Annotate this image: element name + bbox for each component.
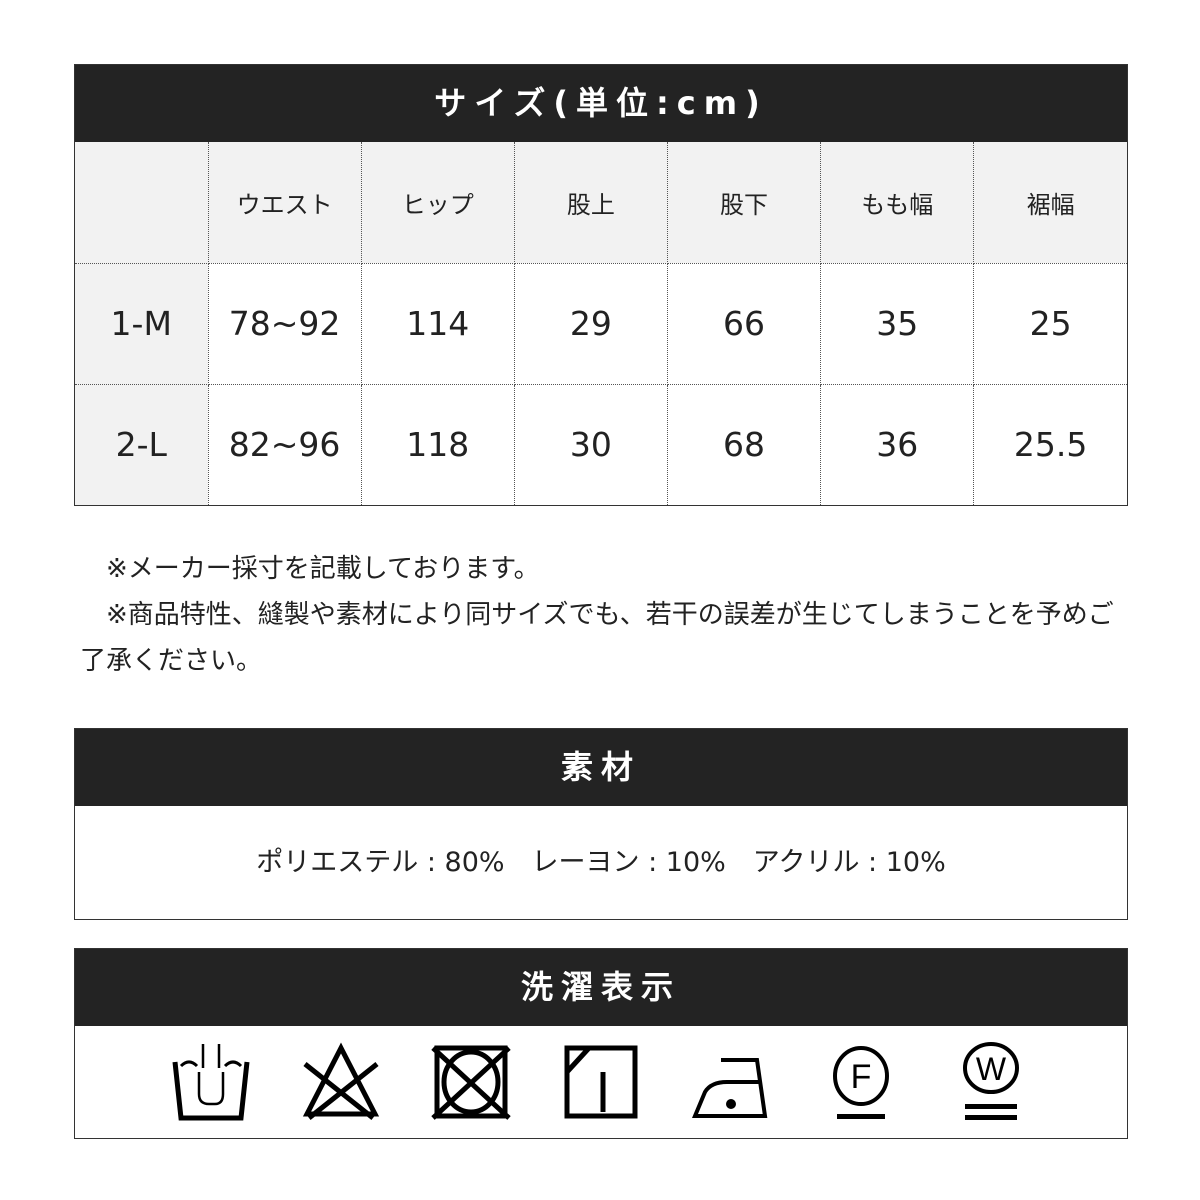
dry-clean-f-icon: F [833,1046,889,1119]
table-row: 2-L 82~96 118 30 68 36 25.5 [75,383,1127,505]
header-cell: 裾幅 [973,142,1127,264]
table-cell: 66 [666,262,822,385]
table-header-row: ウエスト ヒップ 股上 股下 もも幅 裾幅 [75,142,1127,264]
table-cell: 82~96 [207,383,362,505]
size-label: 2-L [75,383,209,505]
header-cell [75,142,209,264]
dry-clean-letter: F [851,1058,872,1096]
no-tumble-dry-icon [431,1045,511,1120]
table-cell: 25.5 [973,383,1127,505]
wet-clean-letter: W [976,1051,1007,1087]
table-cell: 29 [513,262,668,385]
header-cell: ウエスト [207,142,362,264]
material-text: ポリエステル : 80% レーヨン : 10% アクリル : 10% [256,847,946,878]
table-cell: 25 [973,262,1127,385]
care-title: 洗濯表示 [75,949,1127,1026]
material-section: 素材 ポリエステル : 80% レーヨン : 10% アクリル : 10% [74,728,1128,920]
hand-wash-icon [172,1044,250,1121]
table-row: 1-M 78~92 114 29 66 35 25 [75,262,1127,385]
header-cell: ヒップ [360,142,515,264]
material-title: 素材 [75,729,1127,806]
wet-clean-w-icon: W [963,1042,1019,1120]
table-cell: 68 [666,383,822,505]
table-cell: 30 [513,383,668,505]
size-table-section: サイズ(単位:cm) ウエスト ヒップ 股上 股下 もも幅 裾幅 1-M 78~… [74,64,1128,506]
no-bleach-icon [302,1042,380,1120]
header-cell: 股下 [666,142,822,264]
size-label: 1-M [75,262,209,385]
line-dry-shade-icon [564,1045,638,1119]
note: ※商品特性、縫製や素材により同サイズでも、若干の誤差が生じてしまうことを予めご了… [80,600,1114,676]
table-cell: 36 [820,383,975,505]
care-icons: F W [75,1026,1127,1138]
size-table-title: サイズ(単位:cm) [75,65,1127,142]
care-section: 洗濯表示 F W [74,948,1128,1139]
table-cell: 78~92 [207,262,362,385]
note: ※メーカー採寸を記載しております。 [106,554,540,584]
low-iron-icon [692,1058,768,1118]
table-cell: 114 [360,262,515,385]
header-cell: もも幅 [820,142,975,264]
notes: ※メーカー採寸を記載しております。 ※商品特性、縫製や素材により同サイズでも、若… [80,546,1130,684]
header-cell: 股上 [513,142,668,264]
table-cell: 118 [360,383,515,505]
size-table: ウエスト ヒップ 股上 股下 もも幅 裾幅 1-M 78~92 114 29 6… [75,142,1127,505]
table-cell: 35 [820,262,975,385]
